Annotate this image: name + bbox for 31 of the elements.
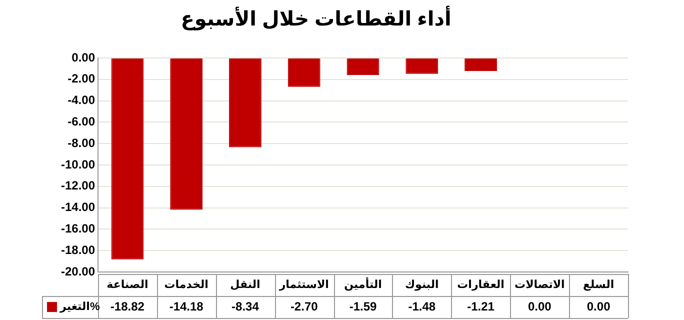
data-label: 0.00: [528, 299, 552, 314]
y-tick-label: -20.00: [60, 264, 96, 278]
y-tick-label: -12.00: [60, 178, 96, 193]
y-tick-label: -2.00: [68, 72, 96, 86]
chart-title: أداء القطاعات خلال الأسبوع: [180, 6, 452, 31]
x-tick-label: الاتصالات: [514, 279, 565, 292]
data-label: -18.82: [110, 299, 145, 314]
legend-label: التغير%: [59, 301, 100, 314]
data-label: -14.18: [169, 299, 204, 314]
data-label: -2.70: [290, 299, 318, 314]
y-tick-label: -14.00: [60, 200, 96, 214]
x-tick-label: الاستثمار: [278, 279, 329, 292]
x-tick-label: العقارات: [457, 279, 504, 292]
data-label: -1.21: [467, 299, 495, 314]
x-tick-label: السلع: [583, 279, 614, 292]
x-tick-label: البنوك: [404, 279, 439, 292]
y-tick-label: 0.00: [72, 50, 96, 64]
data-label: 0.00: [586, 299, 611, 314]
y-tick-label: -6.00: [68, 114, 96, 129]
data-label: -8.34: [232, 299, 260, 314]
x-tick-label: النقل: [230, 279, 260, 292]
y-tick-label: -4.00: [68, 93, 96, 108]
data-label: -1.48: [408, 299, 436, 314]
y-tick-label: -10.00: [60, 157, 96, 172]
y-tick-label: -16.00: [60, 222, 96, 236]
y-tick-label: -8.00: [68, 136, 96, 150]
y-tick-label: -18.00: [60, 242, 96, 257]
x-tick-label: التأمين: [344, 277, 382, 292]
x-tick-label: الصناعة: [106, 279, 148, 292]
data-label: -1.59: [349, 299, 377, 314]
x-tick-label: الخدمات: [164, 279, 208, 292]
